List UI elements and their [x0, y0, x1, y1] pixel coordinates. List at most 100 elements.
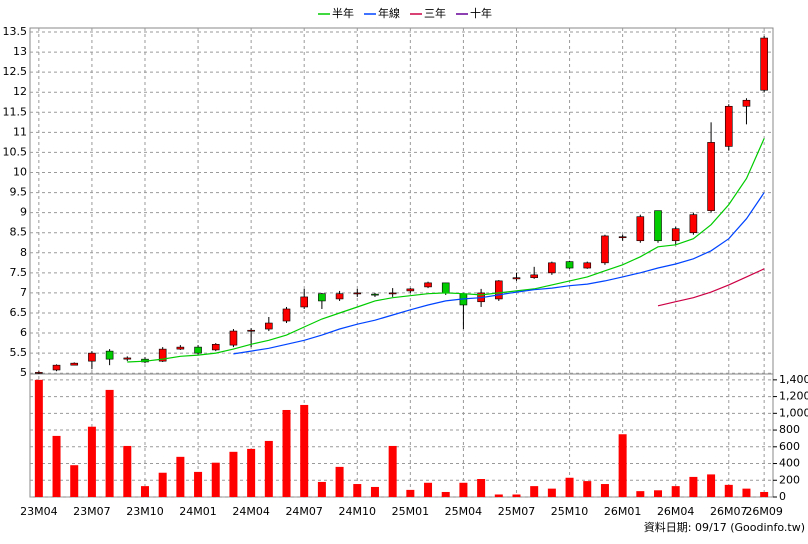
volume-bar	[636, 491, 645, 497]
x-tick-label: 25M10	[551, 505, 589, 518]
volume-bar	[459, 482, 468, 497]
y-tick-label: 5.5	[10, 346, 28, 359]
candle-body	[618, 236, 627, 239]
candle-body	[494, 280, 503, 300]
x-tick-label: 25M07	[498, 505, 536, 518]
candle-body	[406, 288, 415, 292]
y-tick-label: 7	[20, 286, 27, 299]
y-tick-label: 12.5	[3, 65, 28, 78]
volume-bar	[317, 481, 326, 497]
candle-body	[70, 362, 79, 366]
volume-bar	[70, 465, 79, 497]
candle-body	[52, 364, 61, 371]
y-tick-label: 10.5	[3, 145, 28, 158]
volume-bar	[424, 482, 433, 497]
candle-body	[265, 322, 273, 330]
footnote: 資料日期: 09/17 (Goodinfo.tw)	[644, 520, 805, 534]
volume-bar	[229, 451, 238, 497]
x-tick-label: 26M07	[710, 505, 748, 518]
y-tick-label: 9	[20, 206, 27, 219]
volume-bar	[370, 486, 379, 497]
y2-tick-label: 1,000	[779, 406, 808, 419]
volume-bar	[176, 456, 185, 497]
x-tick-label: 24M07	[285, 505, 323, 518]
y-tick-label: 9.5	[10, 186, 28, 199]
volume-bar	[565, 477, 574, 497]
candle-body	[742, 99, 751, 107]
y2-tick-label: 1,400	[779, 373, 808, 386]
candle-body	[105, 350, 114, 360]
x-tick-label: 24M10	[339, 505, 377, 518]
y2-tick-label: 200	[779, 473, 800, 486]
candle-body	[371, 293, 379, 296]
y-tick-label: 6.5	[10, 306, 28, 319]
volume-bar	[477, 479, 486, 497]
y-tick-label: 10	[13, 166, 27, 179]
y-tick-label: 5	[20, 366, 27, 379]
volume-bar	[760, 491, 769, 497]
candle-body	[636, 216, 645, 242]
volume-bar	[353, 484, 362, 497]
ma-line	[657, 268, 765, 307]
volume-bar	[282, 409, 291, 497]
candle-body	[35, 372, 43, 374]
candle-body	[211, 343, 220, 351]
candle-body	[300, 296, 309, 308]
volume-bar	[247, 448, 256, 497]
candle-body	[548, 262, 556, 274]
volume-bar	[406, 489, 415, 497]
volume-bar	[194, 471, 203, 497]
volume-bar	[140, 486, 149, 497]
candle-body	[724, 105, 733, 147]
candle-body	[335, 293, 344, 300]
candle-body	[194, 346, 202, 354]
x-tick-label: 24M01	[179, 505, 217, 518]
volume-bar	[123, 445, 132, 497]
ma-line	[127, 138, 765, 363]
candle-body	[530, 274, 538, 278]
volume-bar	[671, 486, 680, 497]
candle-body	[88, 352, 96, 362]
candle-body	[689, 214, 698, 234]
x-tick-label: 26M09	[745, 505, 783, 518]
candle-body	[176, 346, 185, 350]
volume-bar	[300, 404, 309, 497]
volume-bar	[494, 494, 503, 497]
x-tick-label: 25M04	[445, 505, 483, 518]
volume-bar	[583, 481, 592, 497]
volume-bar	[441, 491, 450, 497]
x-tick-label: 26M04	[657, 505, 695, 518]
y-tick-label: 13	[13, 45, 27, 58]
y2-tick-label: 800	[779, 423, 800, 436]
volume-bar	[742, 488, 751, 497]
x-tick-label: 24M04	[232, 505, 270, 518]
legend-label: 十年	[470, 6, 492, 20]
legend-label: 三年	[424, 6, 446, 20]
x-tick-label: 23M07	[73, 505, 111, 518]
y2-tick-label: 600	[779, 440, 800, 453]
candle-body	[441, 282, 450, 294]
candle-body	[707, 142, 715, 211]
legend-label: 年線	[378, 6, 400, 20]
volume-bar	[158, 472, 167, 497]
candle-body	[583, 262, 592, 269]
volume-bar	[52, 435, 61, 497]
volume-bar	[211, 462, 220, 497]
x-tick-label: 23M04	[20, 505, 58, 518]
candle-body	[601, 235, 609, 264]
candle-body	[282, 308, 291, 322]
candle-body	[229, 330, 238, 346]
volume-bar	[264, 440, 273, 497]
volume-bar	[618, 434, 627, 497]
x-tick-label: 23M10	[126, 505, 164, 518]
candle-body	[512, 277, 521, 280]
candle-body	[247, 329, 255, 332]
y-tick-label: 6	[20, 326, 27, 339]
ma-line	[233, 192, 765, 355]
y-tick-label: 7.5	[10, 266, 28, 279]
y-tick-label: 12	[13, 85, 27, 98]
volume-bar	[547, 488, 556, 497]
candle-body	[565, 261, 574, 269]
volume-bar	[707, 474, 716, 497]
